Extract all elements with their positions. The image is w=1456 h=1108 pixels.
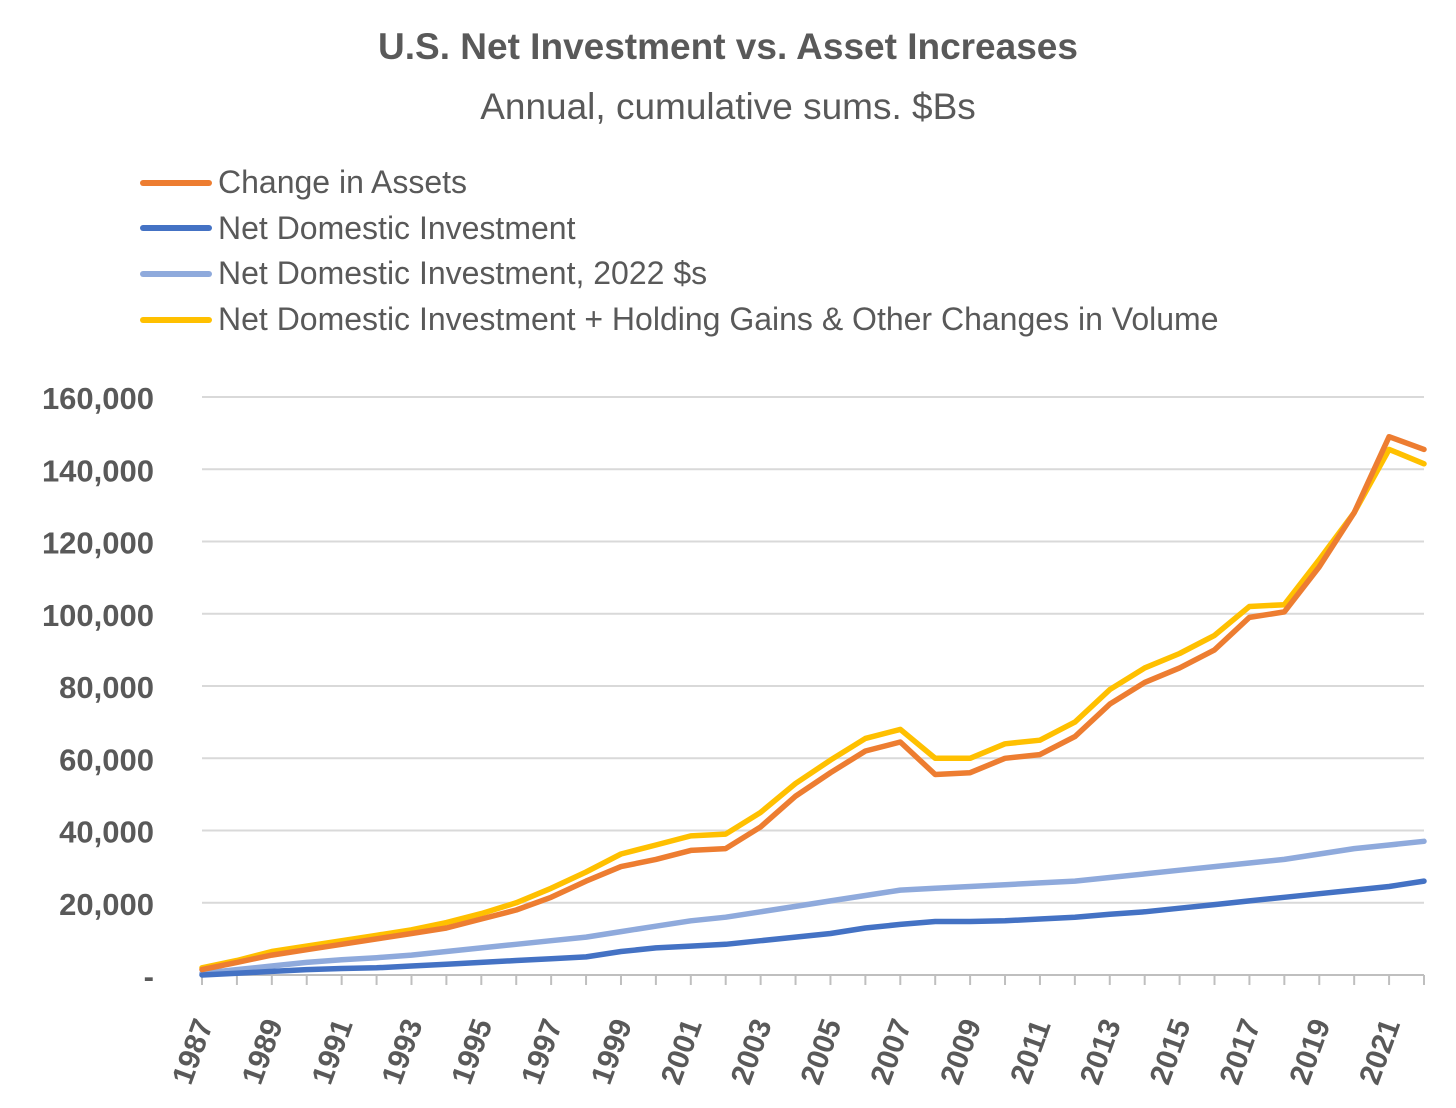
chart-subtitle: Annual, cumulative sums. $Bs [480,86,976,127]
y-tick-label: 80,000 [59,670,154,705]
x-tick-label: 2019 [1283,1015,1337,1089]
legend-item-net-domestic-investment-2022: Net Domestic Investment, 2022 $s [140,251,1218,297]
x-tick-label: 1987 [166,1015,220,1089]
legend-swatch [140,179,212,186]
x-tick-label: 1989 [236,1015,290,1089]
x-tick-label: 2003 [725,1015,779,1089]
x-tick-label: 1997 [515,1015,569,1089]
y-tick-label: 160,000 [42,381,154,416]
x-tick-label: 1999 [585,1015,639,1089]
x-tick-label: 1993 [376,1015,430,1089]
x-tick-label: 2015 [1144,1015,1198,1089]
y-tick-label: 140,000 [42,453,154,488]
y-tick-label: - [144,959,154,994]
chart-title: U.S. Net Investment vs. Asset Increases [378,26,1078,67]
x-tick-label: 2021 [1353,1015,1407,1089]
legend: Change in Assets Net Domestic Investment… [140,160,1218,342]
x-tick-label: 2001 [655,1015,709,1089]
legend-swatch [140,316,212,323]
y-tick-label: 20,000 [59,887,154,922]
legend-item-change-in-assets: Change in Assets [140,160,1218,206]
series-line-0 [199,433,1427,973]
series-line-3 [199,446,1427,971]
x-tick-label: 2013 [1074,1015,1128,1089]
x-tick-label: 2017 [1214,1015,1268,1089]
legend-label: Net Domestic Investment [218,209,576,246]
legend-swatch [140,270,212,277]
x-tick-label: 1991 [306,1015,360,1089]
series-line-1 [199,878,1427,978]
x-tick-label: 2005 [795,1015,849,1089]
y-tick-label: 60,000 [59,742,154,777]
y-tick-label: 100,000 [42,598,154,633]
x-tick-label: 2011 [1004,1016,1057,1088]
y-tick-label: 120,000 [42,526,154,561]
x-tick-label: 2007 [864,1015,918,1089]
legend-label: Change in Assets [218,164,468,201]
legend-swatch [140,225,212,232]
y-tick-label: 40,000 [59,815,154,850]
x-tick-label: 1995 [445,1015,499,1089]
legend-item-net-domestic-investment: Net Domestic Investment [140,206,1218,252]
legend-label: Net Domestic Investment, 2022 $s [218,255,708,292]
x-tick-label: 2009 [934,1015,988,1089]
legend-label: Net Domestic Investment + Holding Gains … [218,301,1219,338]
legend-item-ndi-plus-holding-gains: Net Domestic Investment + Holding Gains … [140,297,1218,343]
series-line-2 [199,838,1427,976]
